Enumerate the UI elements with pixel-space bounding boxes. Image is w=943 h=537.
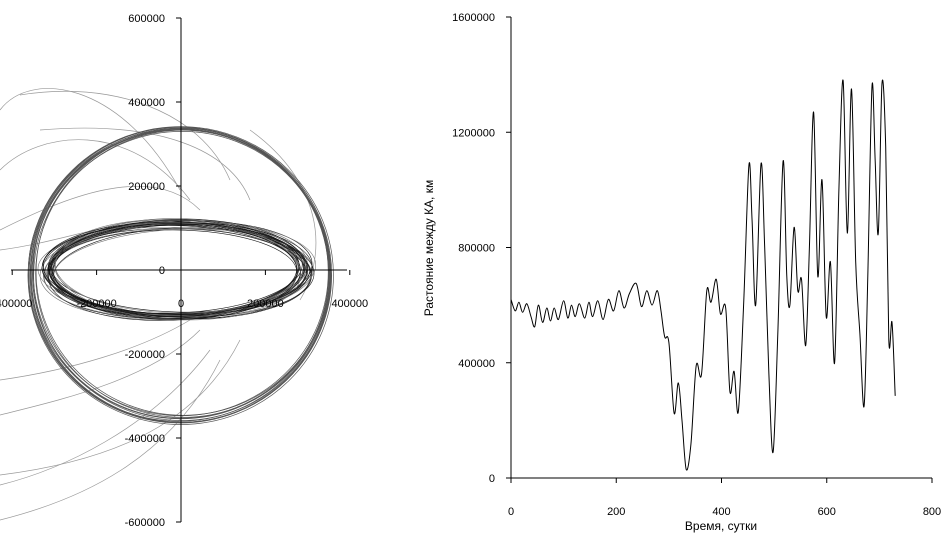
escape-arc-trace xyxy=(39,127,251,201)
outer-orbit-trace xyxy=(28,126,333,424)
distance-series-line xyxy=(510,79,896,471)
x-tick-label: 200 xyxy=(607,506,625,518)
x-ticks: -400000 -200000 0 200000 400000 xyxy=(0,270,368,310)
escape-arc-trace xyxy=(0,339,241,476)
inner-orbit-trace xyxy=(50,223,298,320)
escape-arc-trace xyxy=(0,88,181,191)
escape-arc-trace xyxy=(0,349,211,486)
y-tick-label: 200000 xyxy=(128,181,165,193)
y-tick-label: 400000 xyxy=(128,97,165,109)
x-axis-title: Время, сутки xyxy=(685,519,757,533)
escape-arc-trace xyxy=(0,218,211,251)
y-tick-label: 1600000 xyxy=(452,12,495,24)
y-tick-label: -400000 xyxy=(125,433,165,445)
x-tick-label: 0 xyxy=(178,298,184,310)
y-ticks: -600000 -400000 -200000 0 200000 400000 600000 xyxy=(125,13,181,529)
inner-orbit-trace xyxy=(52,219,306,320)
y-tick-label: 800000 xyxy=(458,243,495,255)
x-tick-label: 200000 xyxy=(247,298,284,310)
escape-arc-trace xyxy=(0,139,191,201)
escape-arc-trace xyxy=(0,359,221,521)
y-axis-title: Растояние между КА, км xyxy=(422,180,436,316)
y-tick-label: -600000 xyxy=(125,517,165,529)
y-tick-label: 1200000 xyxy=(452,127,495,139)
inner-orbit-trace xyxy=(50,219,309,317)
x-tick-label: 400 xyxy=(712,506,730,518)
escape-arc-trace xyxy=(0,319,191,381)
x-tick-label: 400000 xyxy=(331,298,368,310)
x-tick-label: 0 xyxy=(508,506,514,518)
orbit-trajectory-chart: -400000 -200000 0 200000 400000 -600000 -4000… xyxy=(0,13,368,529)
y-tick-label: 600000 xyxy=(128,13,165,25)
y-tick-label: 0 xyxy=(159,265,165,277)
inner-orbit-trace xyxy=(43,220,313,319)
x-ticks: 0 200 400 600 800 xyxy=(508,478,941,518)
escape-arc-trace xyxy=(0,329,201,416)
escape-arc-trace xyxy=(0,186,201,231)
x-tick-label: 600 xyxy=(818,506,836,518)
escape-arc-trace xyxy=(19,90,231,181)
y-tick-label: -200000 xyxy=(125,349,165,361)
x-tick-label: -400000 xyxy=(0,298,32,310)
y-tick-label: 0 xyxy=(489,473,495,485)
y-tick-label: 400000 xyxy=(458,358,495,370)
inner-orbit-trace xyxy=(37,226,308,316)
x-tick-label: 800 xyxy=(923,506,941,518)
y-ticks: 0 400000 800000 1200000 1600000 xyxy=(452,12,511,485)
inner-orbit-trace xyxy=(42,221,310,316)
distance-time-chart: 0 200 400 600 800 0 400000 800000 1200000 160000… xyxy=(422,12,941,533)
x-tick-label: -200000 xyxy=(76,298,116,310)
